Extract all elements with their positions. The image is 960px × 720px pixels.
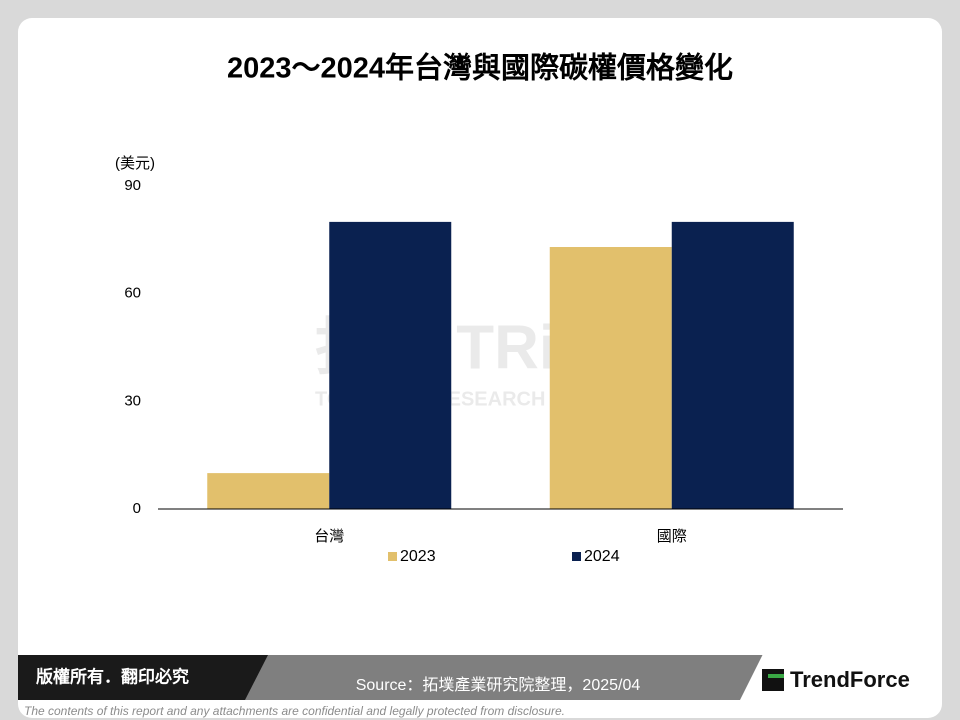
legend-label: 2023 — [400, 548, 436, 565]
y-tick-label: 0 — [133, 500, 141, 517]
legend-label: 2024 — [584, 548, 620, 565]
bar — [207, 473, 330, 509]
bar — [329, 221, 452, 509]
card — [18, 18, 942, 718]
legend-swatch — [388, 552, 397, 561]
x-tick-label: 台灣 — [314, 528, 344, 545]
plot: 0 30 60 90 台灣 國際 2023 2024 — [124, 177, 843, 565]
logo-box — [740, 636, 942, 700]
source-text: Source：拓墣產業研究院整理，2025/04 — [356, 676, 641, 694]
y-tick-label: 60 — [124, 285, 141, 302]
logo-icon-accent — [768, 674, 784, 678]
y-tick-label: 90 — [124, 177, 141, 194]
y-axis-label: (美元) — [115, 155, 155, 172]
x-tick-label: 國際 — [657, 528, 687, 545]
y-tick-label: 30 — [124, 392, 141, 409]
disclaimer: The contents of this report and any atta… — [24, 704, 565, 718]
chart-title: 2023～2024年台灣與國際碳權價格變化 — [227, 51, 733, 85]
brand-text: TrendForce — [790, 667, 910, 692]
rights-text: 版權所有．翻印必究 — [36, 666, 189, 686]
rights-box — [18, 655, 268, 700]
legend-swatch — [572, 552, 581, 561]
bar — [671, 221, 794, 509]
logo-icon — [762, 669, 784, 691]
bar — [549, 247, 672, 509]
